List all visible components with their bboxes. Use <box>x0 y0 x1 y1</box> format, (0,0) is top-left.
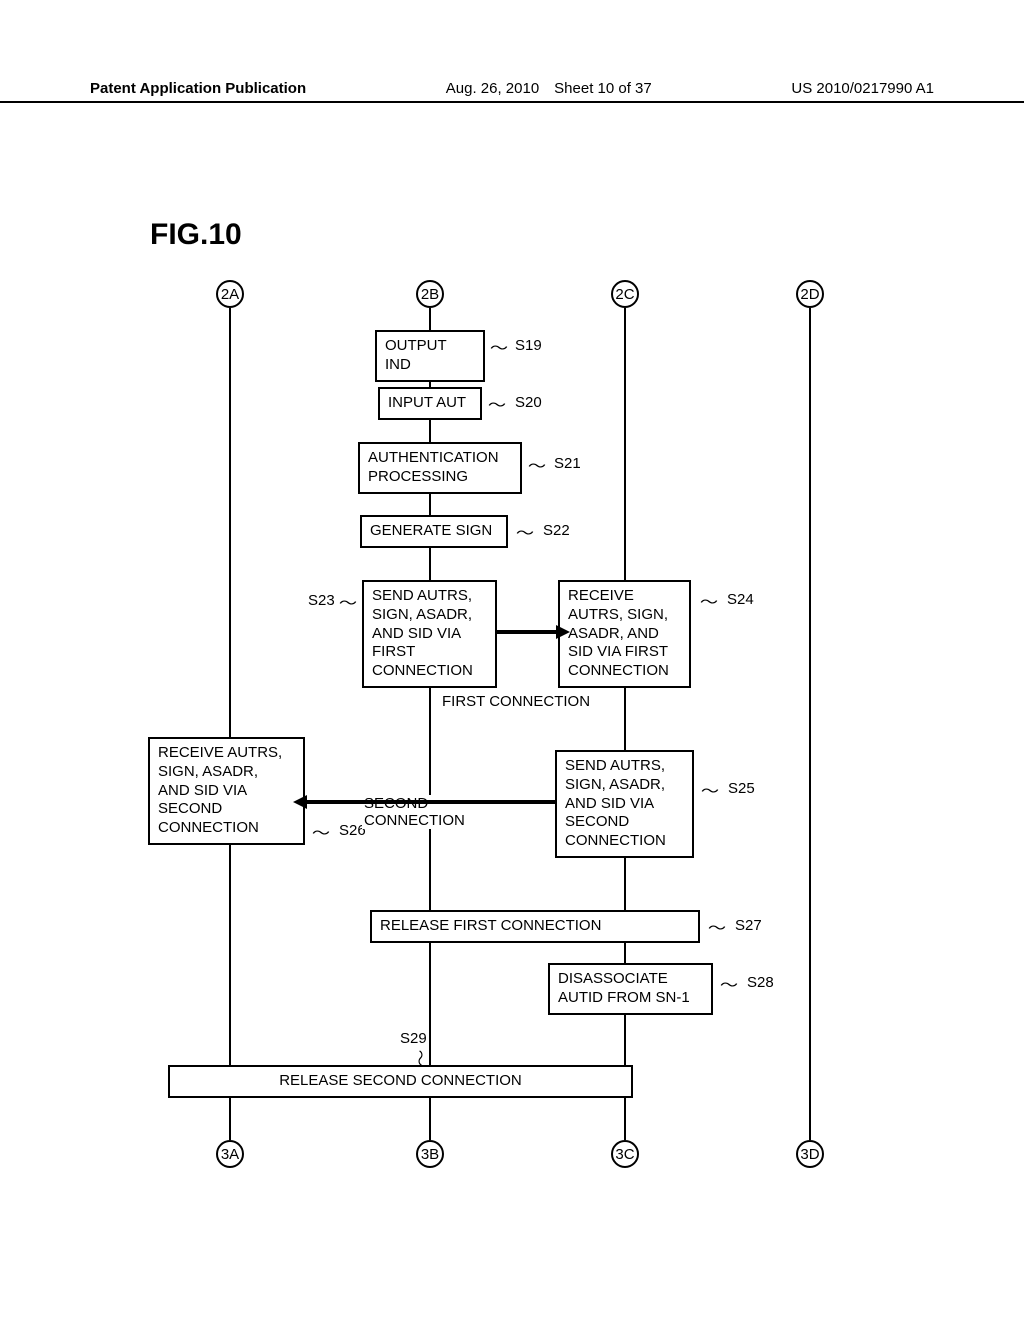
arrow-line <box>497 630 558 634</box>
connector-line <box>429 545 431 580</box>
step-box-s26: RECEIVE AUTRS,SIGN, ASADR,AND SID VIASEC… <box>148 737 305 845</box>
header-publication: Patent Application Publication <box>90 80 306 97</box>
header-date: Aug. 26, 2010 Sheet 10 of 37 <box>446 80 652 97</box>
connector-top-C: 2C <box>611 280 639 308</box>
step-label-S29: S29 <box>400 1030 427 1047</box>
figure-title: FIG.10 <box>150 218 242 252</box>
step-label-S19: S19 <box>515 337 542 354</box>
step-label-S28: S28 <box>747 974 774 991</box>
leader-squiggle: ～ <box>700 592 718 612</box>
page-header: Patent Application Publication Aug. 26, … <box>0 80 1024 103</box>
connector-bottom-C: 3C <box>611 1140 639 1168</box>
leader-squiggle: ～ <box>410 1050 430 1067</box>
step-box-s21: AUTHENTICATIONPROCESSING <box>358 442 522 494</box>
step-label-S25: S25 <box>728 780 755 797</box>
step-box-s27: RELEASE FIRST CONNECTION <box>370 910 700 943</box>
connector-line <box>429 417 431 442</box>
leader-squiggle: ～ <box>516 523 534 543</box>
connector-bottom-B: 3B <box>416 1140 444 1168</box>
arrow-line <box>305 800 555 804</box>
step-label-S20: S20 <box>515 394 542 411</box>
leader-squiggle: ～ <box>490 338 508 358</box>
connector-bottom-D: 3D <box>796 1140 824 1168</box>
step-box-s20: INPUT AUT <box>378 387 482 420</box>
step-label-S21: S21 <box>554 455 581 472</box>
arrow-head <box>556 625 570 639</box>
header-pubno: US 2010/0217990 A1 <box>791 80 934 97</box>
step-box-s25: SEND AUTRS,SIGN, ASADR,AND SID VIASECOND… <box>555 750 694 858</box>
step-box-s22: GENERATE SIGN <box>360 515 508 548</box>
sequence-diagram: 2A 3A 2B 3B 2C 3C 2D 3D OUTPUT IND INPUT AUT AUTHE… <box>130 280 890 1170</box>
connector-top-A: 2A <box>216 280 244 308</box>
step-label-S27: S27 <box>735 917 762 934</box>
lifeline-C <box>624 308 626 1140</box>
leader-squiggle: ～ <box>720 975 738 995</box>
step-label-S24: S24 <box>727 591 754 608</box>
leader-squiggle: ～ <box>708 918 726 938</box>
leader-squiggle: ～ <box>488 395 506 415</box>
leader-squiggle: ～ <box>339 593 357 613</box>
lifeline-D <box>809 308 811 1140</box>
leader-squiggle: ～ <box>528 456 546 476</box>
connection-label: FIRST CONNECTION <box>440 693 592 710</box>
step-box-s29: RELEASE SECOND CONNECTION <box>168 1065 633 1098</box>
step-label-S22: S22 <box>543 522 570 539</box>
step-box-s23: SEND AUTRS,SIGN, ASADR,AND SID VIAFIRSTC… <box>362 580 497 688</box>
step-box-s19: OUTPUT IND <box>375 330 485 382</box>
step-box-s24: RECEIVEAUTRS, SIGN,ASADR, ANDSID VIA FIR… <box>558 580 691 688</box>
connector-bottom-A: 3A <box>216 1140 244 1168</box>
leader-squiggle: ～ <box>701 781 719 801</box>
connector-top-B: 2B <box>416 280 444 308</box>
arrow-head <box>293 795 307 809</box>
step-box-s28: DISASSOCIATEAUTID FROM SN-1 <box>548 963 713 1015</box>
connector-top-D: 2D <box>796 280 824 308</box>
leader-squiggle: ～ <box>312 823 330 843</box>
lifeline-A <box>229 308 231 1140</box>
step-label-S23: S23 <box>308 592 335 609</box>
connector-line <box>429 492 431 515</box>
